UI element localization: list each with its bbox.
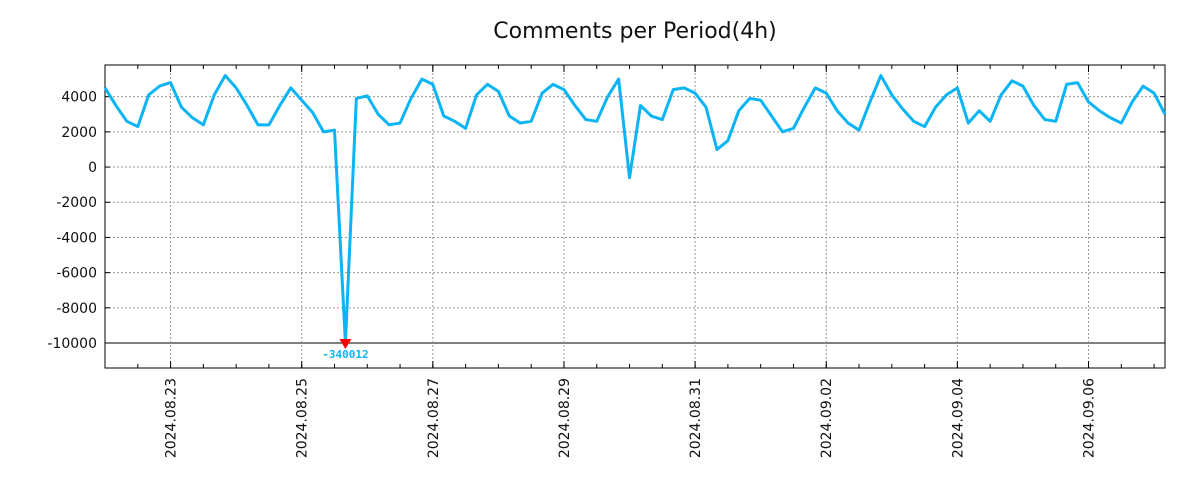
- x-tick-label: 2024.08.31: [688, 378, 704, 458]
- min-value-label: -340012: [322, 348, 368, 361]
- plot-frame: [105, 65, 1165, 368]
- y-tick-label: -8000: [56, 301, 97, 317]
- y-tick-label: -2000: [56, 195, 97, 211]
- y-tick-label: -4000: [56, 230, 97, 246]
- chart-title: Comments per Period(4h): [493, 19, 777, 44]
- grid: [105, 65, 1165, 368]
- x-tick-label: 2024.08.25: [295, 378, 311, 458]
- x-tick-label: 2024.09.04: [950, 378, 966, 458]
- x-tick-label: 2024.09.06: [1082, 378, 1098, 458]
- y-tick-label: 2000: [61, 125, 97, 141]
- x-tick-label: 2024.08.29: [557, 378, 573, 458]
- series-line-comments: [105, 76, 1165, 343]
- x-tick-label: 2024.08.23: [164, 378, 180, 458]
- series: -340012: [105, 75, 1165, 361]
- y-tick-label: -6000: [56, 266, 97, 282]
- x-tick-label: 2024.09.02: [819, 378, 835, 458]
- axes: 4000 2000 0 -2000 -4000 -6000 -8000 -10000 2024.…: [47, 65, 1165, 458]
- y-tick-label: 4000: [61, 90, 97, 106]
- x-tick-label: 2024.08.27: [426, 378, 442, 458]
- y-tick-label: -10000: [47, 336, 97, 352]
- y-tick-label: 0: [88, 160, 97, 176]
